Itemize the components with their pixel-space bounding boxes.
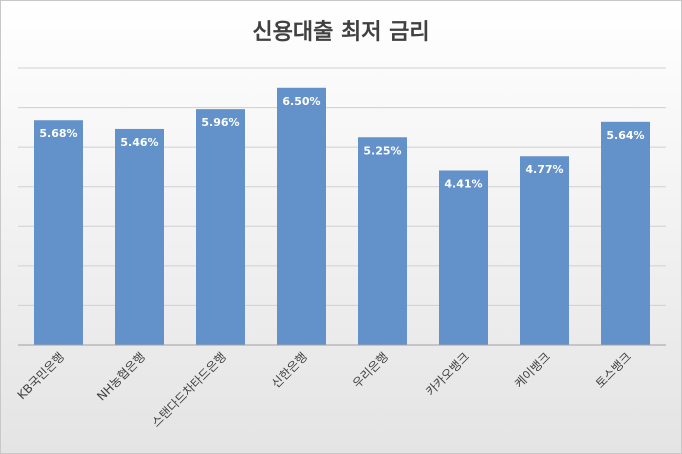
- data-label: 6.50%: [282, 95, 320, 108]
- chart-title: 신용대출 최저 금리: [252, 20, 429, 45]
- bar: [34, 120, 83, 345]
- data-label: 5.96%: [201, 116, 239, 129]
- bar: [196, 109, 245, 345]
- bar: [439, 170, 488, 345]
- data-label: 4.41%: [444, 177, 482, 190]
- bar: [520, 156, 569, 345]
- data-label: 5.68%: [39, 127, 77, 140]
- bar: [358, 137, 407, 345]
- bar: [601, 121, 650, 346]
- data-label: 4.77%: [525, 163, 563, 176]
- bar: [115, 128, 164, 345]
- data-label: 5.64%: [606, 129, 644, 142]
- data-label: 5.25%: [363, 144, 401, 157]
- data-label: 5.46%: [120, 136, 158, 149]
- bar: [277, 87, 326, 346]
